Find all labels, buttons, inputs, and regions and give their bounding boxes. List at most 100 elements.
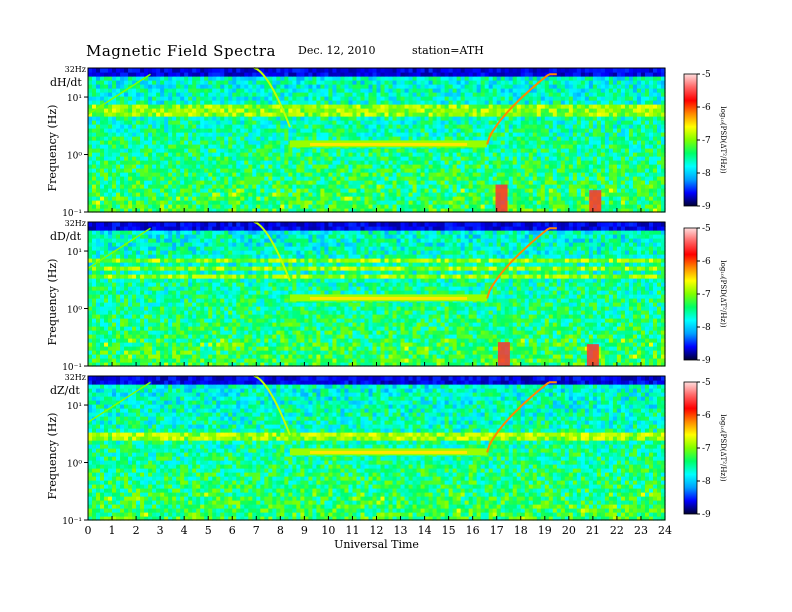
- heatmap-cell: [156, 104, 161, 109]
- heatmap-cell: [564, 80, 570, 85]
- heatmap-cell: [220, 120, 225, 125]
- heatmap-cell: [516, 164, 522, 169]
- heatmap-cell: [356, 84, 362, 89]
- heatmap-cell: [560, 100, 566, 105]
- heatmap-cell: [388, 112, 394, 117]
- heatmap-cell: [96, 128, 101, 133]
- heatmap-cell: [252, 136, 257, 141]
- heatmap-cell: [284, 180, 289, 185]
- heatmap-cell: [128, 100, 133, 105]
- heatmap-cell: [552, 172, 558, 177]
- heatmap-cell: [148, 104, 153, 109]
- heatmap-cell: [540, 104, 546, 109]
- heatmap-cell: [284, 128, 289, 133]
- heatmap-cell: [420, 192, 426, 197]
- heatmap-cell: [604, 80, 610, 85]
- heatmap-cell: [192, 124, 197, 129]
- heatmap-cell: [308, 200, 313, 205]
- heatmap-cell: [240, 112, 245, 117]
- heatmap-cell: [320, 88, 326, 93]
- heatmap-cell: [596, 136, 602, 141]
- heatmap-cell: [92, 196, 97, 201]
- heatmap-cell: [172, 184, 177, 189]
- heatmap-cell: [428, 92, 434, 97]
- heatmap-cell: [356, 112, 362, 117]
- heatmap-cell: [408, 196, 414, 201]
- heatmap-cell: [188, 208, 193, 213]
- heatmap-cell: [256, 128, 261, 133]
- heatmap-cell: [476, 200, 482, 205]
- heatmap-cell: [556, 128, 562, 133]
- heatmap-cell: [456, 180, 462, 185]
- heatmap-cell: [396, 104, 402, 109]
- heatmap-cell: [220, 104, 225, 109]
- heatmap-cell: [204, 112, 209, 117]
- heatmap-cell: [260, 88, 265, 93]
- heatmap-cell: [220, 124, 225, 129]
- heatmap-cell: [436, 168, 442, 173]
- heatmap-cell: [152, 152, 157, 157]
- heatmap-cell: [516, 100, 522, 105]
- heatmap-cell: [636, 88, 642, 93]
- heatmap-cell: [480, 124, 486, 129]
- heatmap-cell: [432, 168, 438, 173]
- heatmap-cell: [620, 112, 626, 117]
- heatmap-cell: [460, 76, 466, 81]
- heatmap-cell: [604, 180, 610, 185]
- heatmap-cell: [268, 144, 273, 149]
- heatmap-cell: [556, 164, 562, 169]
- heatmap-cell: [324, 76, 330, 81]
- heatmap-cell: [608, 172, 614, 177]
- heatmap-cell: [644, 128, 650, 133]
- heatmap-cell: [324, 168, 330, 173]
- heatmap-cell: [400, 196, 406, 201]
- heatmap-cell: [324, 184, 330, 189]
- heatmap-cell: [408, 172, 414, 177]
- heatmap-cell: [444, 76, 450, 81]
- heatmap-cell: [488, 128, 494, 133]
- heatmap-cell: [104, 192, 109, 197]
- heatmap-cell: [444, 120, 450, 125]
- heatmap-cell: [308, 136, 313, 141]
- heatmap-cell: [600, 168, 606, 173]
- heatmap-cell: [192, 160, 197, 165]
- heatmap-cell: [472, 104, 478, 109]
- heatmap-cell: [244, 88, 249, 93]
- heatmap-cell: [284, 168, 289, 173]
- heatmap-cell: [180, 96, 185, 101]
- heatmap-cell: [296, 172, 301, 177]
- heatmap-cell: [368, 152, 374, 157]
- heatmap-cell: [372, 104, 378, 109]
- heatmap-cell: [636, 192, 642, 197]
- heatmap-cell: [548, 172, 554, 177]
- heatmap-cell: [292, 172, 297, 177]
- heatmap-cell: [228, 128, 233, 133]
- heatmap-cell: [160, 156, 165, 161]
- heatmap-cell: [632, 152, 638, 157]
- heatmap-cell: [324, 196, 330, 201]
- heatmap-cell: [468, 136, 474, 141]
- heatmap-cell: [620, 188, 626, 193]
- heatmap-cell: [444, 180, 450, 185]
- heatmap-cell: [308, 176, 313, 181]
- heatmap-cell: [320, 92, 326, 97]
- heatmap-cell: [368, 188, 374, 193]
- heatmap-cell: [148, 76, 153, 81]
- heatmap-cell: [560, 88, 566, 93]
- heatmap-cell: [444, 116, 450, 121]
- heatmap-cell: [600, 136, 606, 141]
- heatmap-cell: [552, 104, 558, 109]
- heatmap-cell: [640, 188, 646, 193]
- heatmap-cell: [372, 92, 378, 97]
- heatmap-cell: [448, 120, 454, 125]
- heatmap-cell: [208, 108, 213, 113]
- heatmap-cell: [144, 168, 149, 173]
- heatmap-cell: [540, 180, 546, 185]
- heatmap-cell: [520, 128, 526, 133]
- heatmap-cell: [232, 140, 237, 145]
- heatmap-cell: [648, 84, 654, 89]
- heatmap-cell: [556, 140, 562, 145]
- heatmap-cell: [636, 200, 642, 205]
- heatmap-cell: [424, 172, 430, 177]
- heatmap-cell: [520, 124, 526, 129]
